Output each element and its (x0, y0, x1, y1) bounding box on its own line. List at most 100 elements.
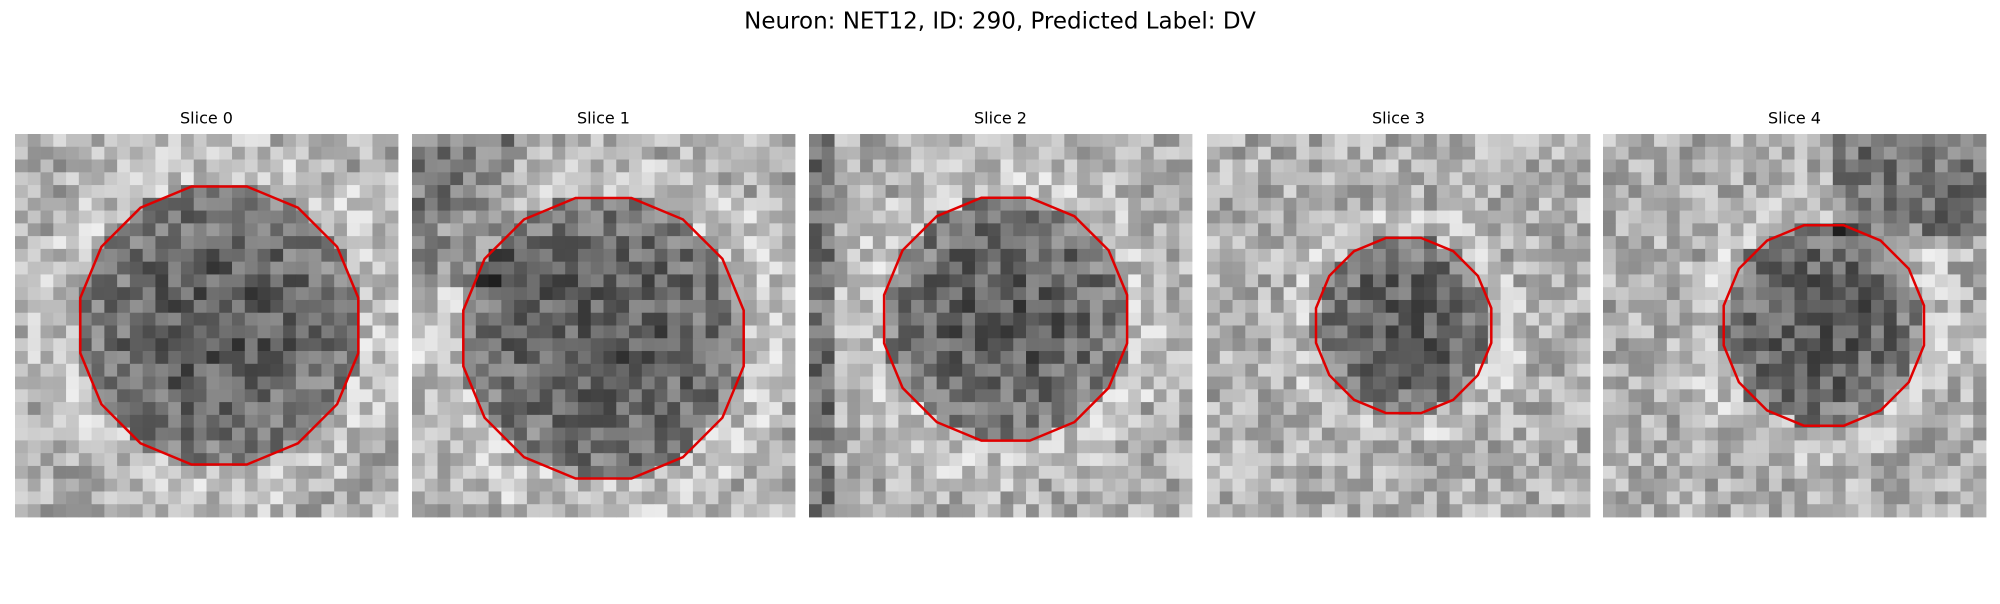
pixel (1207, 299, 1221, 314)
pixel (1462, 351, 1476, 365)
pixel (1089, 504, 1104, 518)
pixel (667, 274, 681, 288)
pixel (1551, 453, 1565, 467)
pixel (1705, 338, 1719, 352)
pixel (1347, 363, 1361, 377)
pixel (847, 440, 861, 454)
pixel (78, 312, 92, 326)
pixel (66, 146, 80, 160)
pixel (705, 261, 719, 275)
pixel (142, 351, 156, 365)
pixel (1564, 453, 1578, 467)
pixel (1666, 197, 1680, 211)
pixel (1692, 465, 1706, 480)
pixel (962, 338, 976, 352)
pixel (1487, 363, 1502, 377)
pixel (1807, 159, 1821, 173)
pixel (117, 325, 131, 339)
pixel (526, 223, 541, 237)
pixel (1807, 146, 1821, 160)
pixel (1756, 299, 1770, 314)
pixel (923, 427, 938, 441)
pixel (1258, 363, 1272, 377)
pixel (1679, 146, 1693, 160)
pixel (1692, 287, 1706, 301)
pixel (667, 159, 681, 173)
pixel (78, 146, 92, 160)
pixel (1309, 351, 1323, 365)
pixel (1064, 325, 1078, 339)
pixel (743, 376, 758, 390)
pixel (1219, 261, 1233, 275)
pixel (987, 414, 1001, 429)
pixel (1245, 172, 1259, 186)
pixel (590, 197, 604, 211)
pixel (1603, 402, 1617, 416)
pixel (1909, 478, 1923, 492)
pixel (1896, 440, 1910, 454)
pixel (1526, 146, 1540, 160)
pixel (1577, 134, 1591, 148)
pixel (1538, 261, 1553, 275)
pixel (346, 248, 361, 263)
pixel (565, 261, 579, 275)
pixel (1245, 146, 1259, 160)
pixel (1654, 223, 1668, 237)
pixel (501, 274, 515, 288)
pixel (1013, 274, 1027, 288)
pixel (1871, 172, 1885, 186)
pixel (1309, 453, 1323, 467)
pixel (514, 236, 528, 250)
pixel (782, 427, 796, 441)
pixel (769, 236, 783, 250)
pixel (412, 223, 426, 237)
pixel (244, 465, 258, 480)
pixel (155, 376, 169, 390)
pixel (1973, 299, 1987, 314)
pixel (552, 185, 566, 199)
pixel (1436, 478, 1450, 492)
pixel (1934, 440, 1949, 454)
pixel (78, 210, 92, 224)
pixel (1051, 146, 1065, 160)
pixel (1794, 402, 1808, 416)
pixel (962, 274, 976, 288)
pixel (1309, 159, 1323, 173)
pixel (1102, 440, 1116, 454)
pixel (1321, 172, 1336, 186)
pixel (1334, 274, 1348, 288)
pixel (308, 287, 322, 301)
pixel (1064, 402, 1078, 416)
pixel (501, 402, 515, 416)
pixel (1756, 236, 1770, 250)
pixel (923, 325, 938, 339)
pixel (962, 185, 976, 199)
pixel (1258, 185, 1272, 199)
pixel (1462, 287, 1476, 301)
pixel (1077, 478, 1091, 492)
pixel (283, 478, 297, 492)
pixel (104, 261, 118, 275)
pixel (1845, 389, 1859, 403)
pixel (1807, 299, 1821, 314)
pixel (1115, 185, 1129, 199)
pixel (1219, 248, 1233, 263)
pixel (244, 287, 258, 301)
image-panel (1603, 134, 1987, 518)
pixel (308, 351, 322, 365)
pixel (629, 338, 643, 352)
pixel (1475, 248, 1489, 263)
pixel (1270, 491, 1284, 505)
pixel (463, 402, 477, 416)
pixel (1896, 223, 1910, 237)
pixel (743, 248, 758, 263)
pixel (1577, 478, 1591, 492)
pixel (654, 185, 668, 199)
pixel (1832, 287, 1846, 301)
pixel (193, 274, 207, 288)
pixel (949, 465, 963, 480)
pixel (898, 504, 912, 518)
pixel (667, 389, 681, 403)
pixel (346, 338, 361, 352)
pixel (1883, 159, 1898, 173)
